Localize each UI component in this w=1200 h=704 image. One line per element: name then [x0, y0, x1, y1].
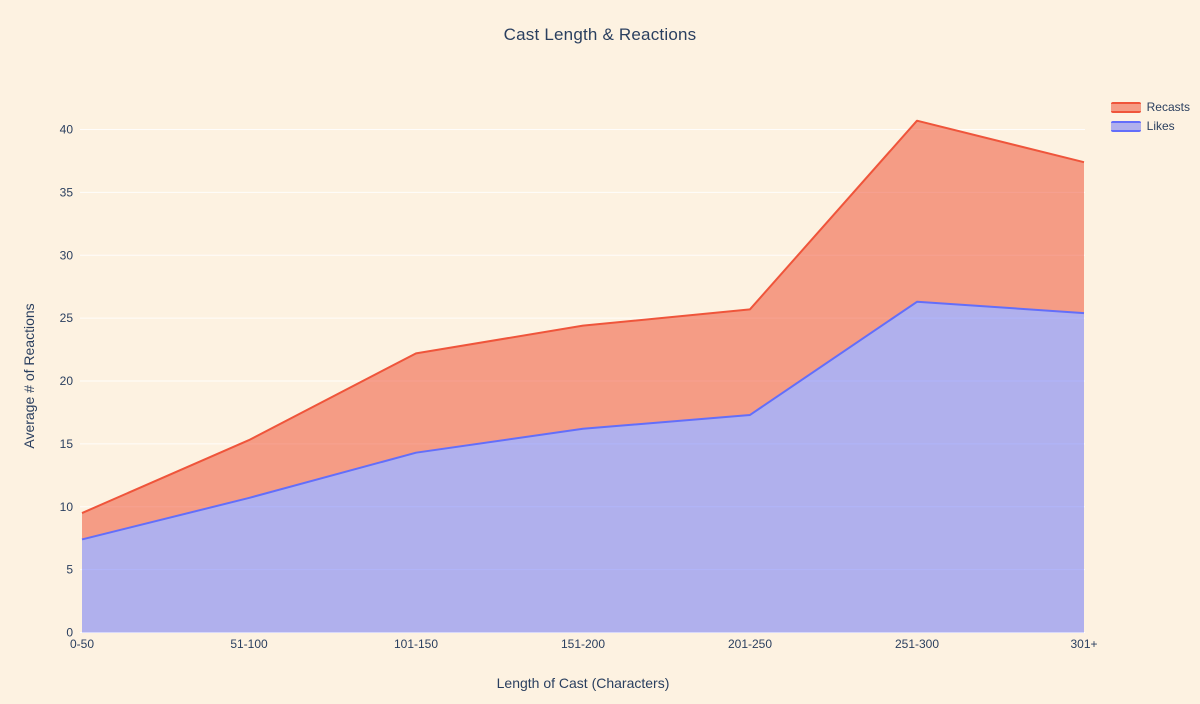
legend-item-likes[interactable]: Likes [1110, 119, 1190, 133]
y-tick-label: 20 [60, 374, 74, 388]
y-tick-label: 25 [60, 311, 74, 325]
recasts-line [81, 119, 1085, 514]
legend-label: Recasts [1146, 100, 1190, 114]
y-tick-label: 10 [60, 500, 74, 514]
x-tick-label: 51-100 [230, 637, 268, 651]
x-tick-label: 251-300 [895, 637, 939, 651]
legend-label: Likes [1146, 119, 1175, 133]
legend-item-recasts[interactable]: Recasts [1110, 100, 1190, 114]
y-axis-title: Average # of Reactions [21, 303, 37, 449]
y-tick-label: 5 [66, 563, 73, 577]
y-tick-label: 40 [60, 123, 74, 137]
y-tick-label: 15 [60, 437, 74, 451]
chart-title: Cast Length & Reactions [503, 25, 697, 44]
recasts-area [82, 120, 1084, 540]
x-tick-label: 151-200 [561, 637, 605, 651]
y-tick-label: 30 [60, 248, 74, 262]
legend: Recasts Likes [1110, 100, 1190, 133]
x-tick-label: 301+ [1070, 637, 1097, 651]
x-tick-label: 101-150 [394, 637, 438, 651]
y-tick-label: 35 [60, 185, 74, 199]
y-tick-label: 0 [66, 626, 73, 640]
x-tick-label: 201-250 [728, 637, 772, 651]
legend-swatch-recasts [1110, 101, 1141, 113]
x-axis-title: Length of Cast (Characters) [496, 675, 670, 691]
legend-swatch-likes [1110, 120, 1141, 132]
likes-line [81, 300, 1085, 541]
likes-area [82, 301, 1084, 633]
x-tick-label: 0-50 [70, 637, 94, 651]
